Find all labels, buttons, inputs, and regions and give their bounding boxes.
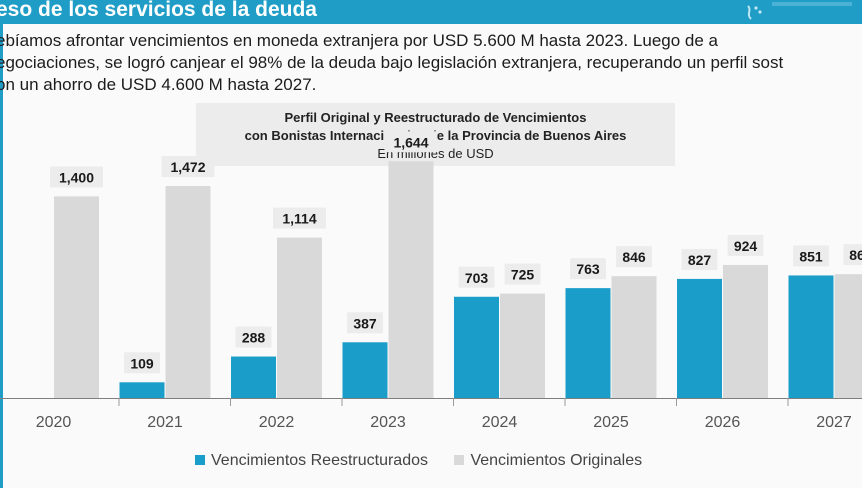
legend-swatch-restructured xyxy=(195,454,205,465)
bar-restructured xyxy=(119,382,165,398)
bar-original xyxy=(54,196,99,398)
logo-icon xyxy=(747,2,852,20)
body-line: on un ahorro de USD 4.600 M hasta 2027. xyxy=(0,75,317,94)
x-tick-label: 2026 xyxy=(705,414,741,431)
data-label: 703 xyxy=(465,270,489,286)
bar-restructured xyxy=(677,278,722,398)
bar-restructured xyxy=(454,296,499,398)
chart-title: Perfil Original y Reestructurado de Venc… xyxy=(284,110,587,125)
body-line: egociaciones, se logró canjear el 98% de… xyxy=(0,53,784,72)
data-label-background xyxy=(843,244,862,266)
data-label: 86 xyxy=(849,247,862,263)
left-accent-edge xyxy=(0,24,3,488)
data-label: 1,644 xyxy=(393,134,428,150)
x-tick-label: 2023 xyxy=(370,414,406,431)
legend-label-restructured: Vencimientos Reestructurados xyxy=(211,452,428,469)
x-tick-label: 2021 xyxy=(147,414,183,431)
chart-legend: Vencimientos Reestructurados Vencimiento… xyxy=(195,452,664,470)
bar-original xyxy=(723,264,768,398)
data-label: 846 xyxy=(622,249,646,265)
bar-original xyxy=(500,293,545,398)
bar-original xyxy=(611,276,657,398)
data-label-background xyxy=(727,234,764,256)
data-label: 387 xyxy=(353,315,377,331)
data-label-background xyxy=(793,245,829,267)
x-tick-label: 2027 xyxy=(816,414,852,431)
bar-restructured xyxy=(788,275,834,398)
section-title: eso de los servicios de la deuda xyxy=(0,0,317,21)
legend-swatch-original xyxy=(454,454,465,465)
data-label: 1,400 xyxy=(59,169,94,185)
data-label-background xyxy=(458,266,495,288)
data-label-background xyxy=(504,263,541,285)
bar-original xyxy=(834,274,862,398)
data-label-background xyxy=(681,248,718,270)
legend-item-restructured: Vencimientos Reestructurados xyxy=(195,452,428,470)
section-header-bar: eso de los servicios de la deuda xyxy=(0,0,862,24)
bar-restructured xyxy=(565,288,611,398)
x-tick-label: 2022 xyxy=(259,414,295,431)
data-label-background xyxy=(50,166,103,188)
legend-item-original: Vencimientos Originales xyxy=(454,452,642,470)
data-label-background xyxy=(273,207,326,229)
data-label: 851 xyxy=(799,248,823,264)
data-label: 288 xyxy=(242,330,266,346)
bar-original xyxy=(388,161,434,398)
data-label: 1,472 xyxy=(170,159,205,175)
legend-label-original: Vencimientos Originales xyxy=(470,452,643,469)
data-label: 725 xyxy=(511,267,535,283)
body-line: ebíamos afrontar vencimientos en moneda … xyxy=(0,31,718,50)
data-label: 1,114 xyxy=(282,211,316,227)
x-tick-label: 2025 xyxy=(593,414,629,431)
data-label: 827 xyxy=(688,252,712,268)
data-label-background xyxy=(616,246,652,268)
bar-original xyxy=(277,237,322,398)
data-label-background xyxy=(384,131,438,153)
data-label-background xyxy=(124,352,160,374)
data-label-background xyxy=(570,258,606,280)
data-label-background xyxy=(235,326,272,348)
bar-restructured xyxy=(231,356,276,398)
data-label-background xyxy=(161,156,215,178)
data-label-background xyxy=(347,312,383,334)
data-label: 109 xyxy=(130,355,154,371)
data-label: 924 xyxy=(734,238,758,254)
bar-restructured xyxy=(342,342,388,398)
x-tick-label: 2020 xyxy=(36,414,72,431)
bar-original xyxy=(165,186,211,398)
body-paragraph: ebíamos afrontar vencimientos en moneda … xyxy=(0,30,862,96)
x-tick-label: 2024 xyxy=(482,414,518,431)
data-label: 763 xyxy=(576,261,600,277)
